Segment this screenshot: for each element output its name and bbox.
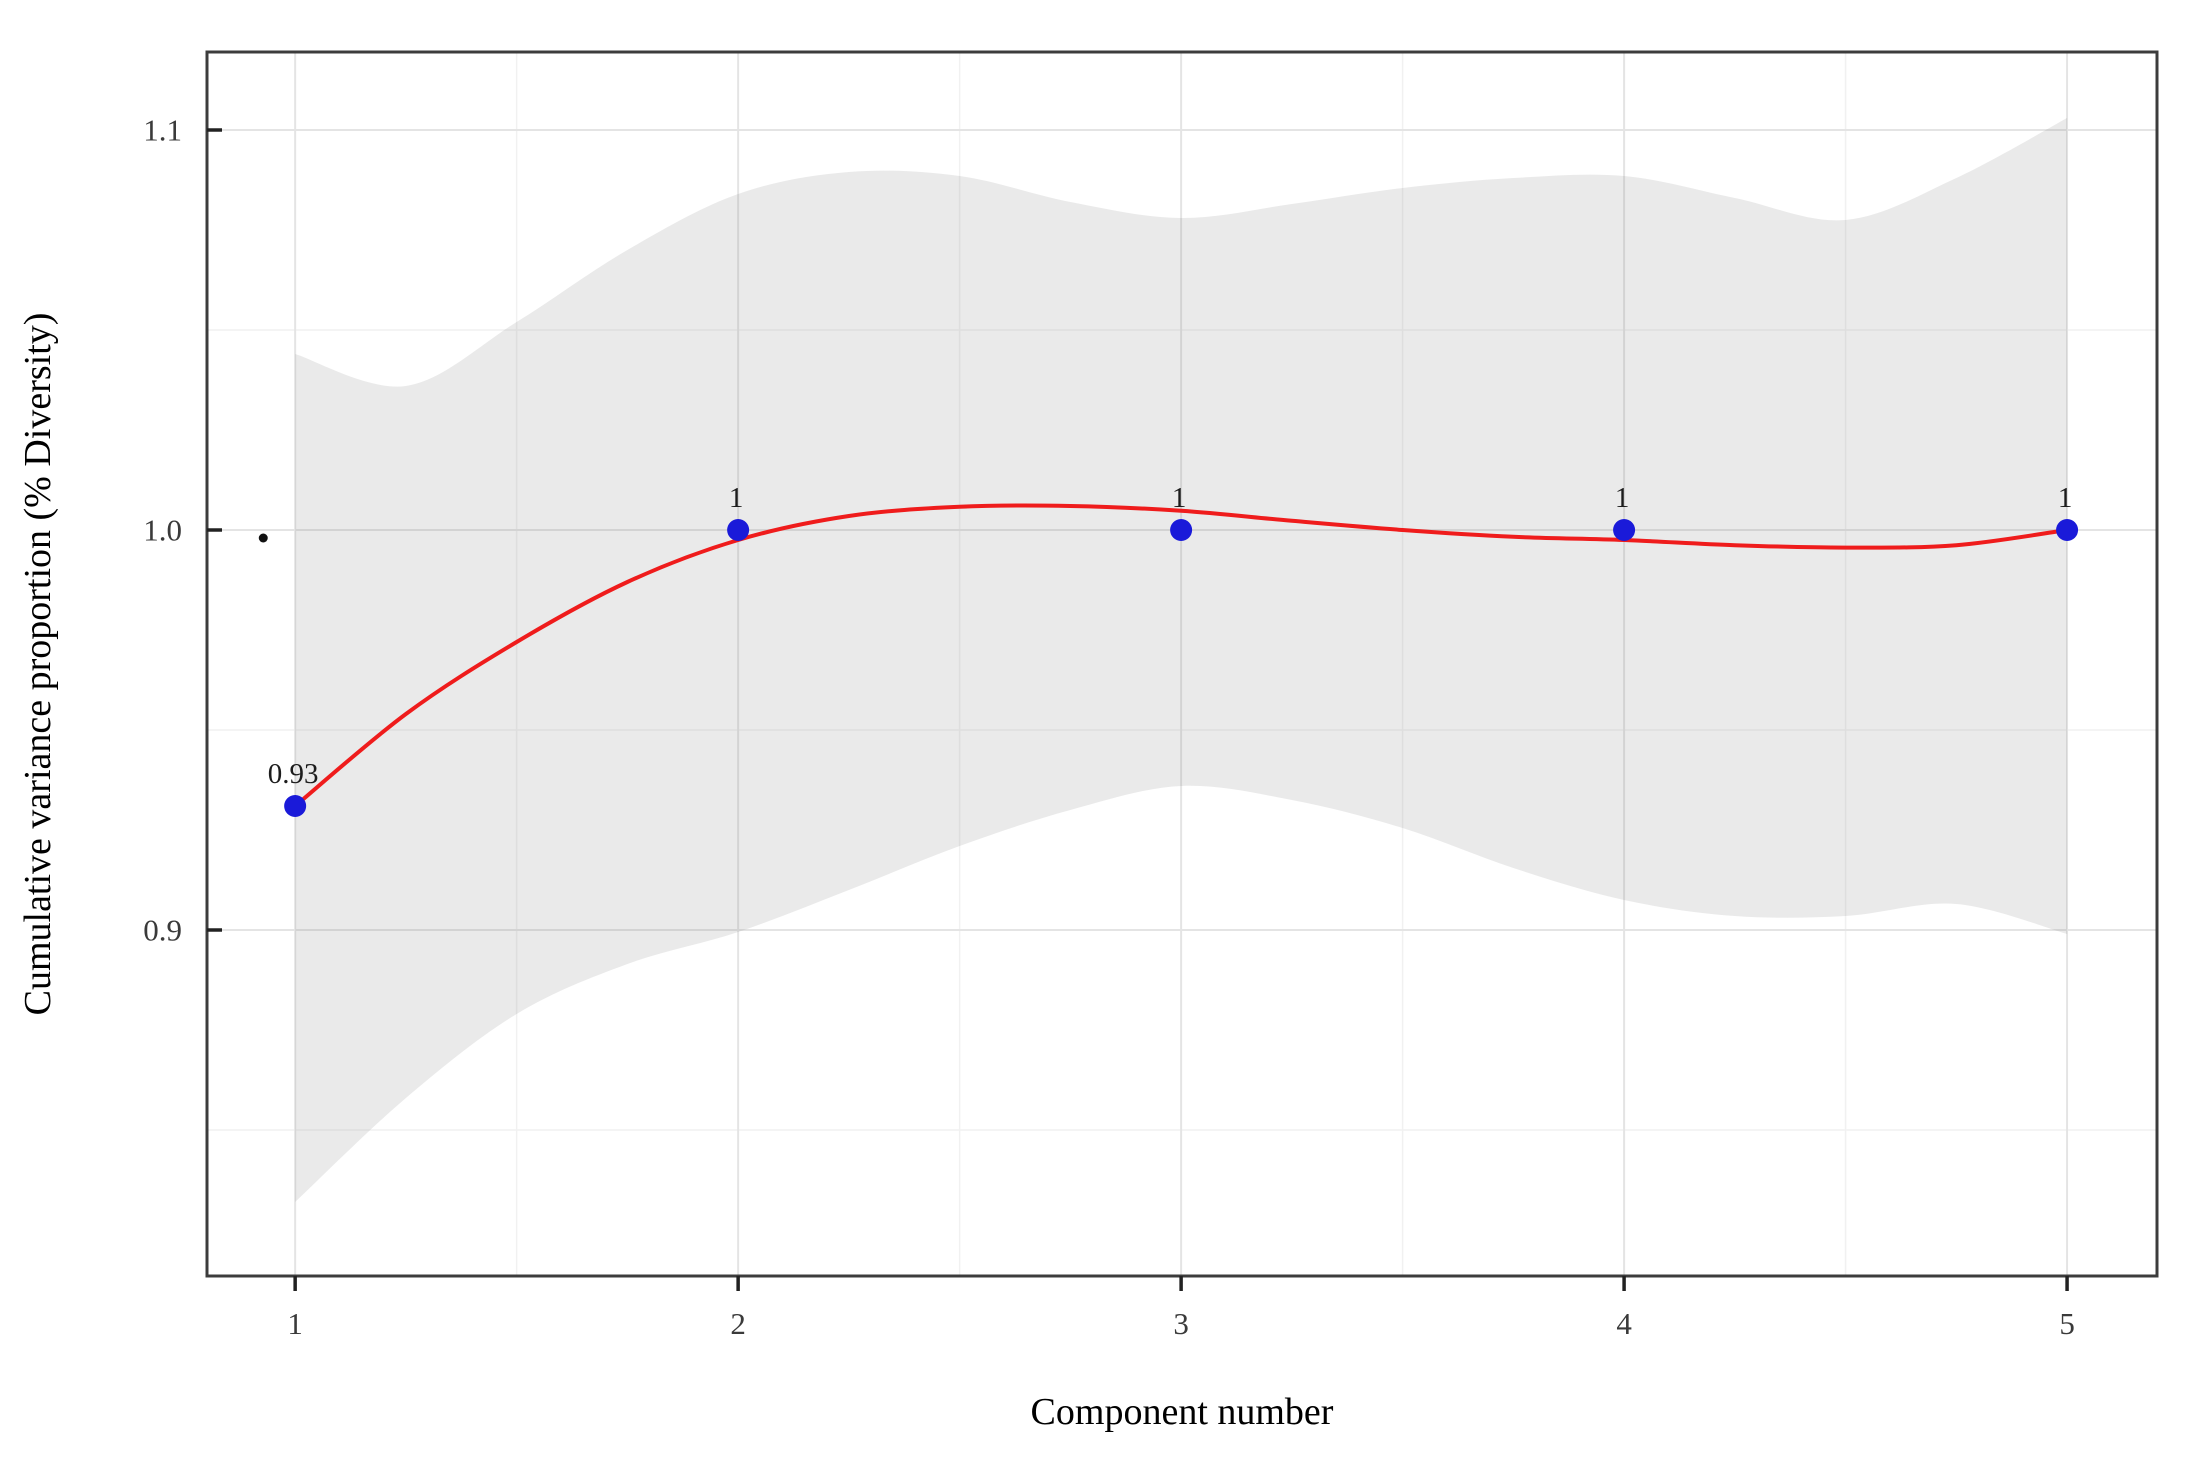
y-axis-title: Cumulative variance proportion (% Divers… — [17, 313, 59, 1016]
data-point — [1170, 519, 1193, 541]
x-tick-label: 5 — [2059, 1306, 2075, 1341]
axis-ticks — [207, 128, 2069, 1291]
x-tick-label: 2 — [730, 1306, 746, 1341]
data-point-labels: 0.93 1 1 1 1 — [268, 482, 2073, 790]
data-point-label: 1 — [2058, 482, 2073, 514]
y-tick-label: 1.0 — [143, 513, 182, 548]
x-tick-label: 1 — [287, 1306, 303, 1341]
data-point-label: 1 — [729, 482, 744, 514]
y-tick-label: 1.1 — [143, 113, 182, 148]
x-axis-title: Component number — [1031, 1391, 1334, 1433]
x-tick-label: 4 — [1616, 1306, 1632, 1341]
data-point — [727, 519, 750, 541]
data-point — [284, 795, 307, 817]
outlier-dot — [258, 533, 268, 543]
ribbon-area — [295, 118, 2068, 1202]
data-point-label: 1 — [1615, 482, 1630, 514]
outlier-point — [258, 533, 268, 543]
grid-major-lines — [207, 52, 2157, 1276]
smooth-line-path — [293, 503, 2070, 808]
axis-tick-labels: 0.9 1.0 1.1 1 2 3 4 5 — [143, 113, 2075, 1341]
data-point — [2056, 519, 2079, 541]
data-points — [284, 519, 2079, 817]
confidence-ribbon — [295, 118, 2068, 1202]
y-tick-label: 0.9 — [143, 913, 182, 948]
data-point-label: 1 — [1172, 482, 1187, 514]
smooth-trend-line — [293, 503, 2070, 808]
data-point-label: 0.93 — [268, 758, 319, 790]
data-point — [1613, 519, 1636, 541]
x-tick-label: 3 — [1173, 1306, 1189, 1341]
